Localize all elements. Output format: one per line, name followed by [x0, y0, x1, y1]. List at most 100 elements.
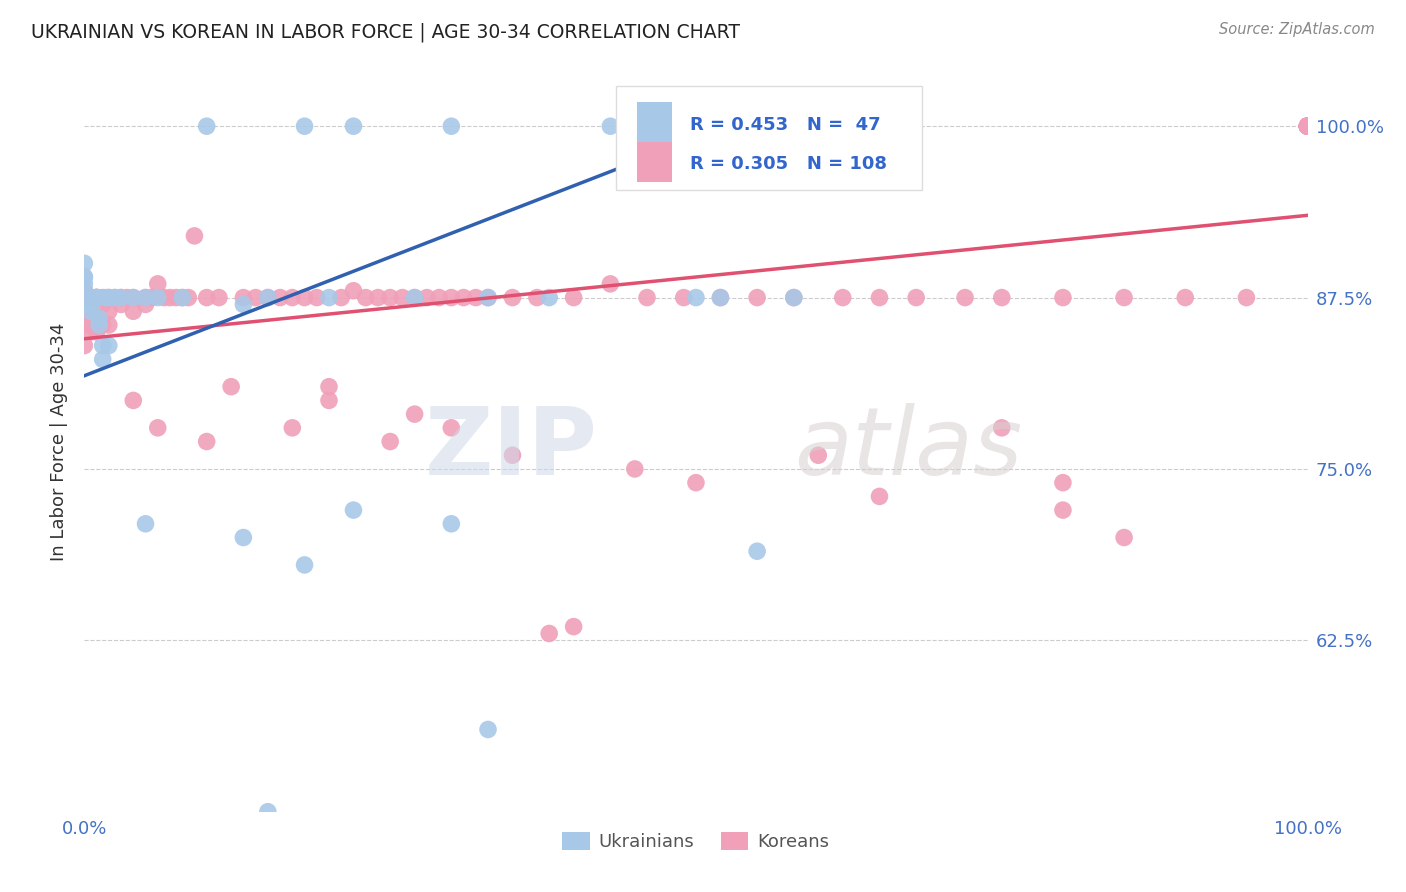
Point — [661, 119, 683, 133]
Point — [342, 119, 364, 133]
Point — [135, 297, 157, 311]
Point — [330, 291, 353, 305]
Point — [440, 516, 463, 531]
Point — [1296, 119, 1319, 133]
Point — [1296, 119, 1319, 133]
Point — [79, 291, 101, 305]
Point — [1052, 503, 1074, 517]
Point — [477, 723, 499, 737]
Point — [538, 291, 561, 305]
Point — [1296, 119, 1319, 133]
Point — [294, 291, 316, 305]
FancyBboxPatch shape — [637, 142, 672, 183]
Point — [869, 291, 891, 305]
Point — [1174, 291, 1197, 305]
Point — [91, 318, 114, 332]
Point — [1296, 119, 1319, 133]
Point — [87, 318, 110, 332]
Point — [685, 475, 707, 490]
Point — [1296, 119, 1319, 133]
Point — [73, 291, 96, 305]
Point — [110, 297, 132, 311]
Point — [79, 291, 101, 305]
Point — [79, 291, 101, 305]
Point — [73, 270, 96, 285]
Legend: Ukrainians, Koreans: Ukrainians, Koreans — [555, 824, 837, 858]
Point — [831, 291, 853, 305]
Point — [86, 291, 108, 305]
Point — [232, 297, 254, 311]
Point — [783, 291, 806, 305]
Text: UKRAINIAN VS KOREAN IN LABOR FORCE | AGE 30-34 CORRELATION CHART: UKRAINIAN VS KOREAN IN LABOR FORCE | AGE… — [31, 22, 740, 42]
Point — [73, 270, 96, 285]
Point — [208, 291, 231, 305]
Point — [1296, 119, 1319, 133]
Point — [953, 291, 976, 305]
Point — [269, 291, 291, 305]
Point — [869, 489, 891, 503]
Point — [153, 291, 176, 305]
Point — [141, 291, 163, 305]
Point — [86, 291, 108, 305]
Point — [404, 407, 426, 421]
Point — [1296, 119, 1319, 133]
Point — [110, 291, 132, 305]
Point — [91, 352, 114, 367]
Point — [416, 291, 439, 305]
Point — [747, 291, 769, 305]
Point — [477, 291, 499, 305]
Text: R = 0.453   N =  47: R = 0.453 N = 47 — [690, 116, 880, 134]
Point — [135, 291, 157, 305]
Point — [104, 291, 127, 305]
Point — [404, 291, 426, 305]
Point — [1296, 119, 1319, 133]
Point — [232, 531, 254, 545]
Point — [1296, 119, 1319, 133]
Point — [73, 284, 96, 298]
Point — [183, 228, 205, 243]
Point — [245, 291, 267, 305]
Point — [97, 291, 120, 305]
Point — [1296, 119, 1319, 133]
Y-axis label: In Labor Force | Age 30-34: In Labor Force | Age 30-34 — [49, 322, 67, 561]
Point — [709, 291, 731, 305]
Point — [79, 291, 101, 305]
Point — [440, 421, 463, 435]
Point — [318, 380, 340, 394]
Point — [1296, 119, 1319, 133]
Point — [257, 291, 280, 305]
Point — [86, 291, 108, 305]
Point — [318, 393, 340, 408]
Point — [122, 393, 145, 408]
Point — [342, 284, 364, 298]
Point — [1296, 119, 1319, 133]
Point — [195, 291, 218, 305]
Point — [747, 119, 769, 133]
Point — [257, 805, 280, 819]
Point — [305, 291, 328, 305]
Point — [318, 291, 340, 305]
Point — [281, 421, 304, 435]
Point — [636, 291, 658, 305]
Point — [1114, 531, 1136, 545]
Point — [294, 119, 316, 133]
FancyBboxPatch shape — [616, 87, 922, 190]
Point — [104, 291, 127, 305]
Point — [73, 277, 96, 291]
Point — [624, 462, 647, 476]
Point — [502, 291, 524, 305]
Point — [391, 291, 413, 305]
Point — [73, 291, 96, 305]
Point — [97, 304, 120, 318]
Point — [87, 311, 110, 326]
Point — [1052, 475, 1074, 490]
Text: ZIP: ZIP — [425, 403, 598, 495]
Point — [86, 291, 108, 305]
Point — [159, 291, 181, 305]
Point — [709, 291, 731, 305]
Point — [526, 291, 548, 305]
Point — [562, 291, 585, 305]
Point — [86, 311, 108, 326]
Point — [86, 291, 108, 305]
Point — [79, 325, 101, 339]
